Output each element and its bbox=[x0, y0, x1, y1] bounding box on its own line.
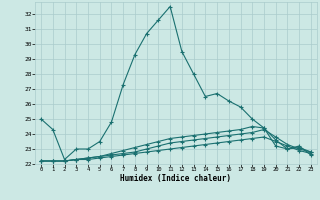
X-axis label: Humidex (Indice chaleur): Humidex (Indice chaleur) bbox=[121, 174, 231, 183]
